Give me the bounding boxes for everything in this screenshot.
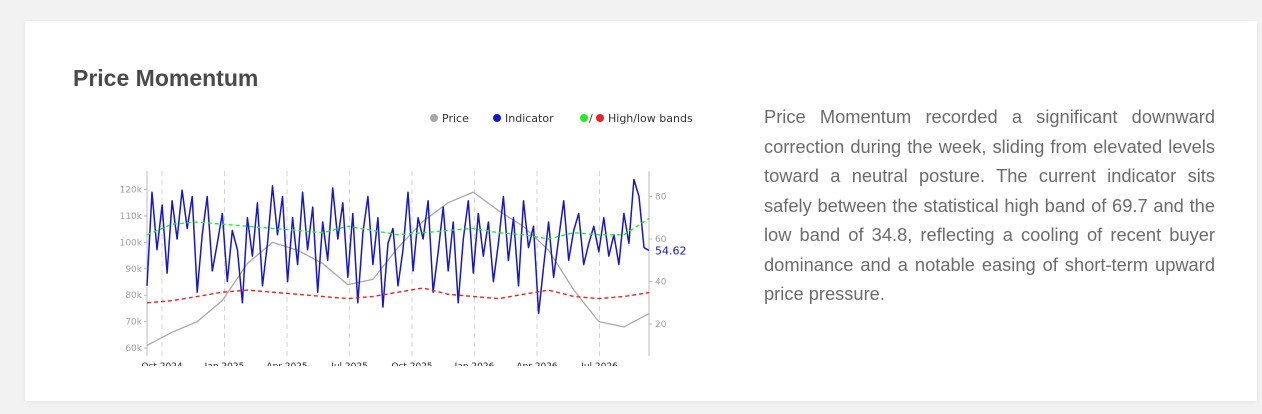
y-left-tick-label: 60k bbox=[125, 344, 142, 354]
price-line bbox=[146, 191, 650, 346]
y-right-tick-label: 60 bbox=[655, 235, 667, 245]
chart-labels: 54.62 bbox=[655, 244, 687, 257]
current-value-label: 54.62 bbox=[655, 244, 687, 257]
y-left-tick-label: 110k bbox=[120, 212, 143, 222]
x-tick-label: Apr 2026 bbox=[516, 362, 558, 366]
indicator-line bbox=[146, 178, 650, 315]
x-tick-label: Oct 2025 bbox=[391, 362, 432, 366]
x-tick-label: Apr 2025 bbox=[266, 362, 307, 366]
x-tick-label: Jul 2025 bbox=[330, 362, 368, 366]
x-tick-label: Jan 2025 bbox=[204, 362, 245, 366]
y-right-tick-label: 40 bbox=[655, 278, 667, 288]
legend-slash: / bbox=[589, 112, 593, 125]
legend-marker-low bbox=[596, 114, 604, 122]
legend-marker bbox=[493, 114, 501, 122]
x-tick-label: Jan 2026 bbox=[454, 362, 495, 366]
card-title: Price Momentum bbox=[73, 65, 259, 91]
legend-label: Price bbox=[442, 112, 469, 125]
legend-marker-high bbox=[580, 114, 588, 122]
low-band-line bbox=[146, 287, 650, 304]
chart-legend: Price Indicator / High/low bands bbox=[430, 112, 693, 125]
y-right-tick-label: 20 bbox=[655, 320, 667, 330]
y-left-tick-label: 100k bbox=[120, 238, 143, 248]
momentum-chart: Price Indicator / High/low bands Oct 2024 Ja… bbox=[120, 112, 693, 366]
legend-marker bbox=[430, 114, 438, 122]
x-tick-label: Jul 2026 bbox=[580, 362, 618, 366]
x-tick-label: Oct 2024 bbox=[141, 362, 183, 366]
momentum-card: Price Momentum Price Indicator / High/low b… bbox=[25, 21, 1257, 401]
chart-axes: Oct 2024 Jan 2025 Apr 2025 Jul 2025 Oct 2025… bbox=[120, 171, 667, 366]
chart-series bbox=[146, 178, 650, 346]
legend-label: High/low bands bbox=[608, 112, 693, 125]
legend-label: Indicator bbox=[505, 112, 554, 125]
y-left-tick-label: 120k bbox=[120, 186, 143, 196]
y-right-tick-label: 80 bbox=[655, 193, 667, 203]
card-description: Price Momentum recorded a significant do… bbox=[764, 106, 1215, 304]
y-left-tick-label: 90k bbox=[125, 265, 142, 275]
y-left-tick-label: 80k bbox=[125, 291, 142, 301]
high-band-line bbox=[146, 217, 650, 240]
y-left-tick-label: 70k bbox=[125, 318, 142, 328]
